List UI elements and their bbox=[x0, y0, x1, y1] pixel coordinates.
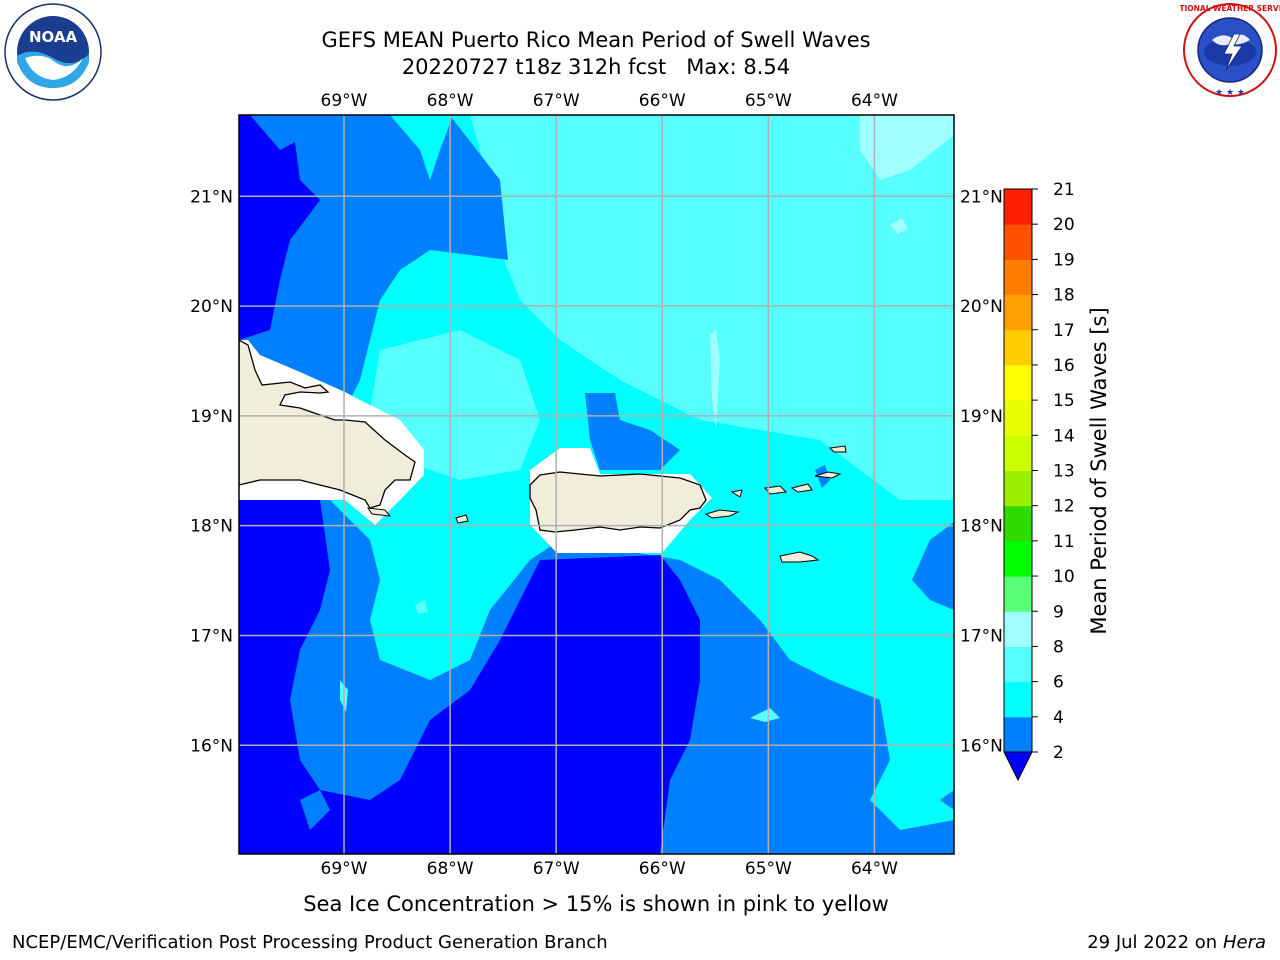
colorbar-tick-label: 17 bbox=[1053, 321, 1075, 341]
lat-tick-label: 18°N bbox=[190, 517, 233, 537]
colorbar-tick-label: 19 bbox=[1053, 250, 1075, 270]
colorbar-tick-label: 13 bbox=[1053, 462, 1075, 482]
noaa-logo-text: NOAA bbox=[29, 28, 78, 46]
lon-labels-top: 69°W 68°W 67°W 66°W 65°W 64°W bbox=[321, 91, 899, 111]
colorbar-tick-label: 20 bbox=[1053, 215, 1075, 235]
colorbar: 2 4 6 8 9 10 11 12 13 14 15 16 17 18 19 20 21 bbox=[1003, 180, 1075, 782]
colorbar-segment bbox=[1004, 189, 1032, 225]
colorbar-segment bbox=[1004, 470, 1032, 507]
lat-tick-label: 21°N bbox=[190, 187, 233, 207]
lat-tick-label: 16°N bbox=[190, 736, 233, 756]
footer-date-text: 29 Jul 2022 on bbox=[1087, 932, 1223, 953]
colorbar-segment bbox=[1004, 576, 1032, 612]
lon-tick-label: 64°W bbox=[851, 91, 898, 111]
lon-tick-label: 67°W bbox=[533, 859, 580, 879]
colorbar-segment bbox=[1004, 259, 1032, 296]
lon-tick-label: 66°W bbox=[639, 91, 686, 111]
lat-tick-label: 19°N bbox=[190, 407, 233, 427]
noaa-logo: NOAA bbox=[4, 3, 102, 101]
colorbar-segment bbox=[1004, 435, 1032, 471]
colorbar-label: Mean Period of Swell Waves [s] bbox=[1087, 307, 1111, 634]
lat-tick-label: 20°N bbox=[190, 297, 233, 317]
st-croix-land bbox=[779, 551, 820, 563]
colorbar-segment bbox=[1004, 400, 1032, 436]
svg-text:★ ★ ★: ★ ★ ★ bbox=[1215, 88, 1245, 98]
colorbar-segment bbox=[1004, 716, 1032, 753]
colorbar-segment bbox=[1004, 646, 1032, 683]
lon-labels-bottom: 69°W 68°W 67°W 66°W 65°W 64°W bbox=[321, 859, 899, 879]
swell-period-fill-2-4-north bbox=[239, 115, 320, 340]
colorbar-tick-label: 6 bbox=[1053, 673, 1064, 693]
colorbar-segment bbox=[1004, 294, 1032, 331]
lat-labels-right: 21°N 20°N 19°N 18°N 17°N 16°N bbox=[960, 187, 1003, 756]
colorbar-tick-label: 15 bbox=[1053, 391, 1075, 411]
swell-period-max-patch bbox=[860, 115, 954, 180]
hispaniola-land bbox=[239, 339, 416, 509]
colorbar-segment bbox=[1004, 540, 1032, 577]
colorbar-tick-label: 21 bbox=[1053, 180, 1075, 200]
map-gridlines bbox=[239, 115, 954, 854]
colorbar-segment bbox=[1004, 611, 1032, 647]
lat-tick-label: 17°N bbox=[960, 626, 1003, 646]
lightning-bolt-icon bbox=[1223, 33, 1243, 71]
lon-tick-label: 69°W bbox=[321, 859, 368, 879]
colorbar-segment bbox=[1004, 364, 1032, 401]
colorbar-tick-label: 10 bbox=[1053, 567, 1075, 587]
colorbar-tick-label: 8 bbox=[1053, 637, 1064, 657]
lon-tick-label: 66°W bbox=[639, 859, 686, 879]
colorbar-tick-label: 12 bbox=[1053, 497, 1075, 517]
lat-tick-label: 21°N bbox=[960, 187, 1003, 207]
lon-tick-label: 68°W bbox=[427, 91, 474, 111]
footer-machine: Hera bbox=[1222, 932, 1266, 953]
swell-period-max-sliver bbox=[710, 330, 720, 430]
colorbar-extend-arrow bbox=[1003, 751, 1033, 782]
lon-tick-label: 65°W bbox=[745, 91, 792, 111]
colorbar-tick-label: 4 bbox=[1053, 708, 1064, 728]
virgin-islands-land bbox=[704, 509, 740, 519]
swell-period-fill-2-4-south bbox=[239, 500, 700, 854]
lon-tick-label: 69°W bbox=[321, 91, 368, 111]
footer-date: 29 Jul 2022 on Hera bbox=[1087, 932, 1266, 954]
lat-tick-label: 17°N bbox=[190, 626, 233, 646]
lat-tick-label: 19°N bbox=[960, 407, 1003, 427]
sea-ice-note: Sea Ice Concentration > 15% is shown in … bbox=[303, 892, 889, 916]
swell-period-fill-4-6-patch bbox=[585, 393, 680, 470]
map-subtitle: 20220727 t18z 312h fcst Max: 8.54 bbox=[401, 55, 791, 79]
swell-period-field bbox=[239, 115, 954, 854]
colorbar-tick-label: 9 bbox=[1053, 602, 1064, 622]
colorbar-tick-label: 16 bbox=[1053, 356, 1075, 376]
colorbar-segment bbox=[1004, 329, 1032, 366]
colorbar-segment bbox=[1004, 505, 1032, 542]
footer-credit: NCEP/EMC/Verification Post Processing Pr… bbox=[12, 932, 608, 953]
swell-period-fill-8-9 bbox=[470, 115, 954, 500]
lon-tick-label: 64°W bbox=[851, 859, 898, 879]
map-title: GEFS MEAN Puerto Rico Mean Period of Swe… bbox=[321, 28, 871, 52]
lat-labels-left: 21°N 20°N 19°N 18°N 17°N 16°N bbox=[190, 187, 233, 756]
lat-tick-label: 16°N bbox=[960, 736, 1003, 756]
colorbar-segment bbox=[1004, 224, 1032, 260]
colorbar-tick-label: 18 bbox=[1053, 286, 1075, 306]
lon-tick-label: 65°W bbox=[745, 859, 792, 879]
lat-tick-label: 20°N bbox=[960, 297, 1003, 317]
colorbar-segment bbox=[1004, 681, 1032, 718]
nws-logo-text: NATIONAL WEATHER SERVICE bbox=[1180, 4, 1280, 13]
colorbar-tick-label: 14 bbox=[1053, 426, 1075, 446]
colorbar-tick-label: 2 bbox=[1053, 743, 1064, 763]
map-frame bbox=[238, 114, 955, 855]
nws-logo: NATIONAL WEATHER SERVICE ★ ★ ★ bbox=[1180, 3, 1280, 98]
lon-tick-label: 67°W bbox=[533, 91, 580, 111]
lon-tick-label: 68°W bbox=[427, 859, 474, 879]
colorbar-tick-label: 11 bbox=[1053, 532, 1075, 552]
lat-tick-label: 18°N bbox=[960, 517, 1003, 537]
